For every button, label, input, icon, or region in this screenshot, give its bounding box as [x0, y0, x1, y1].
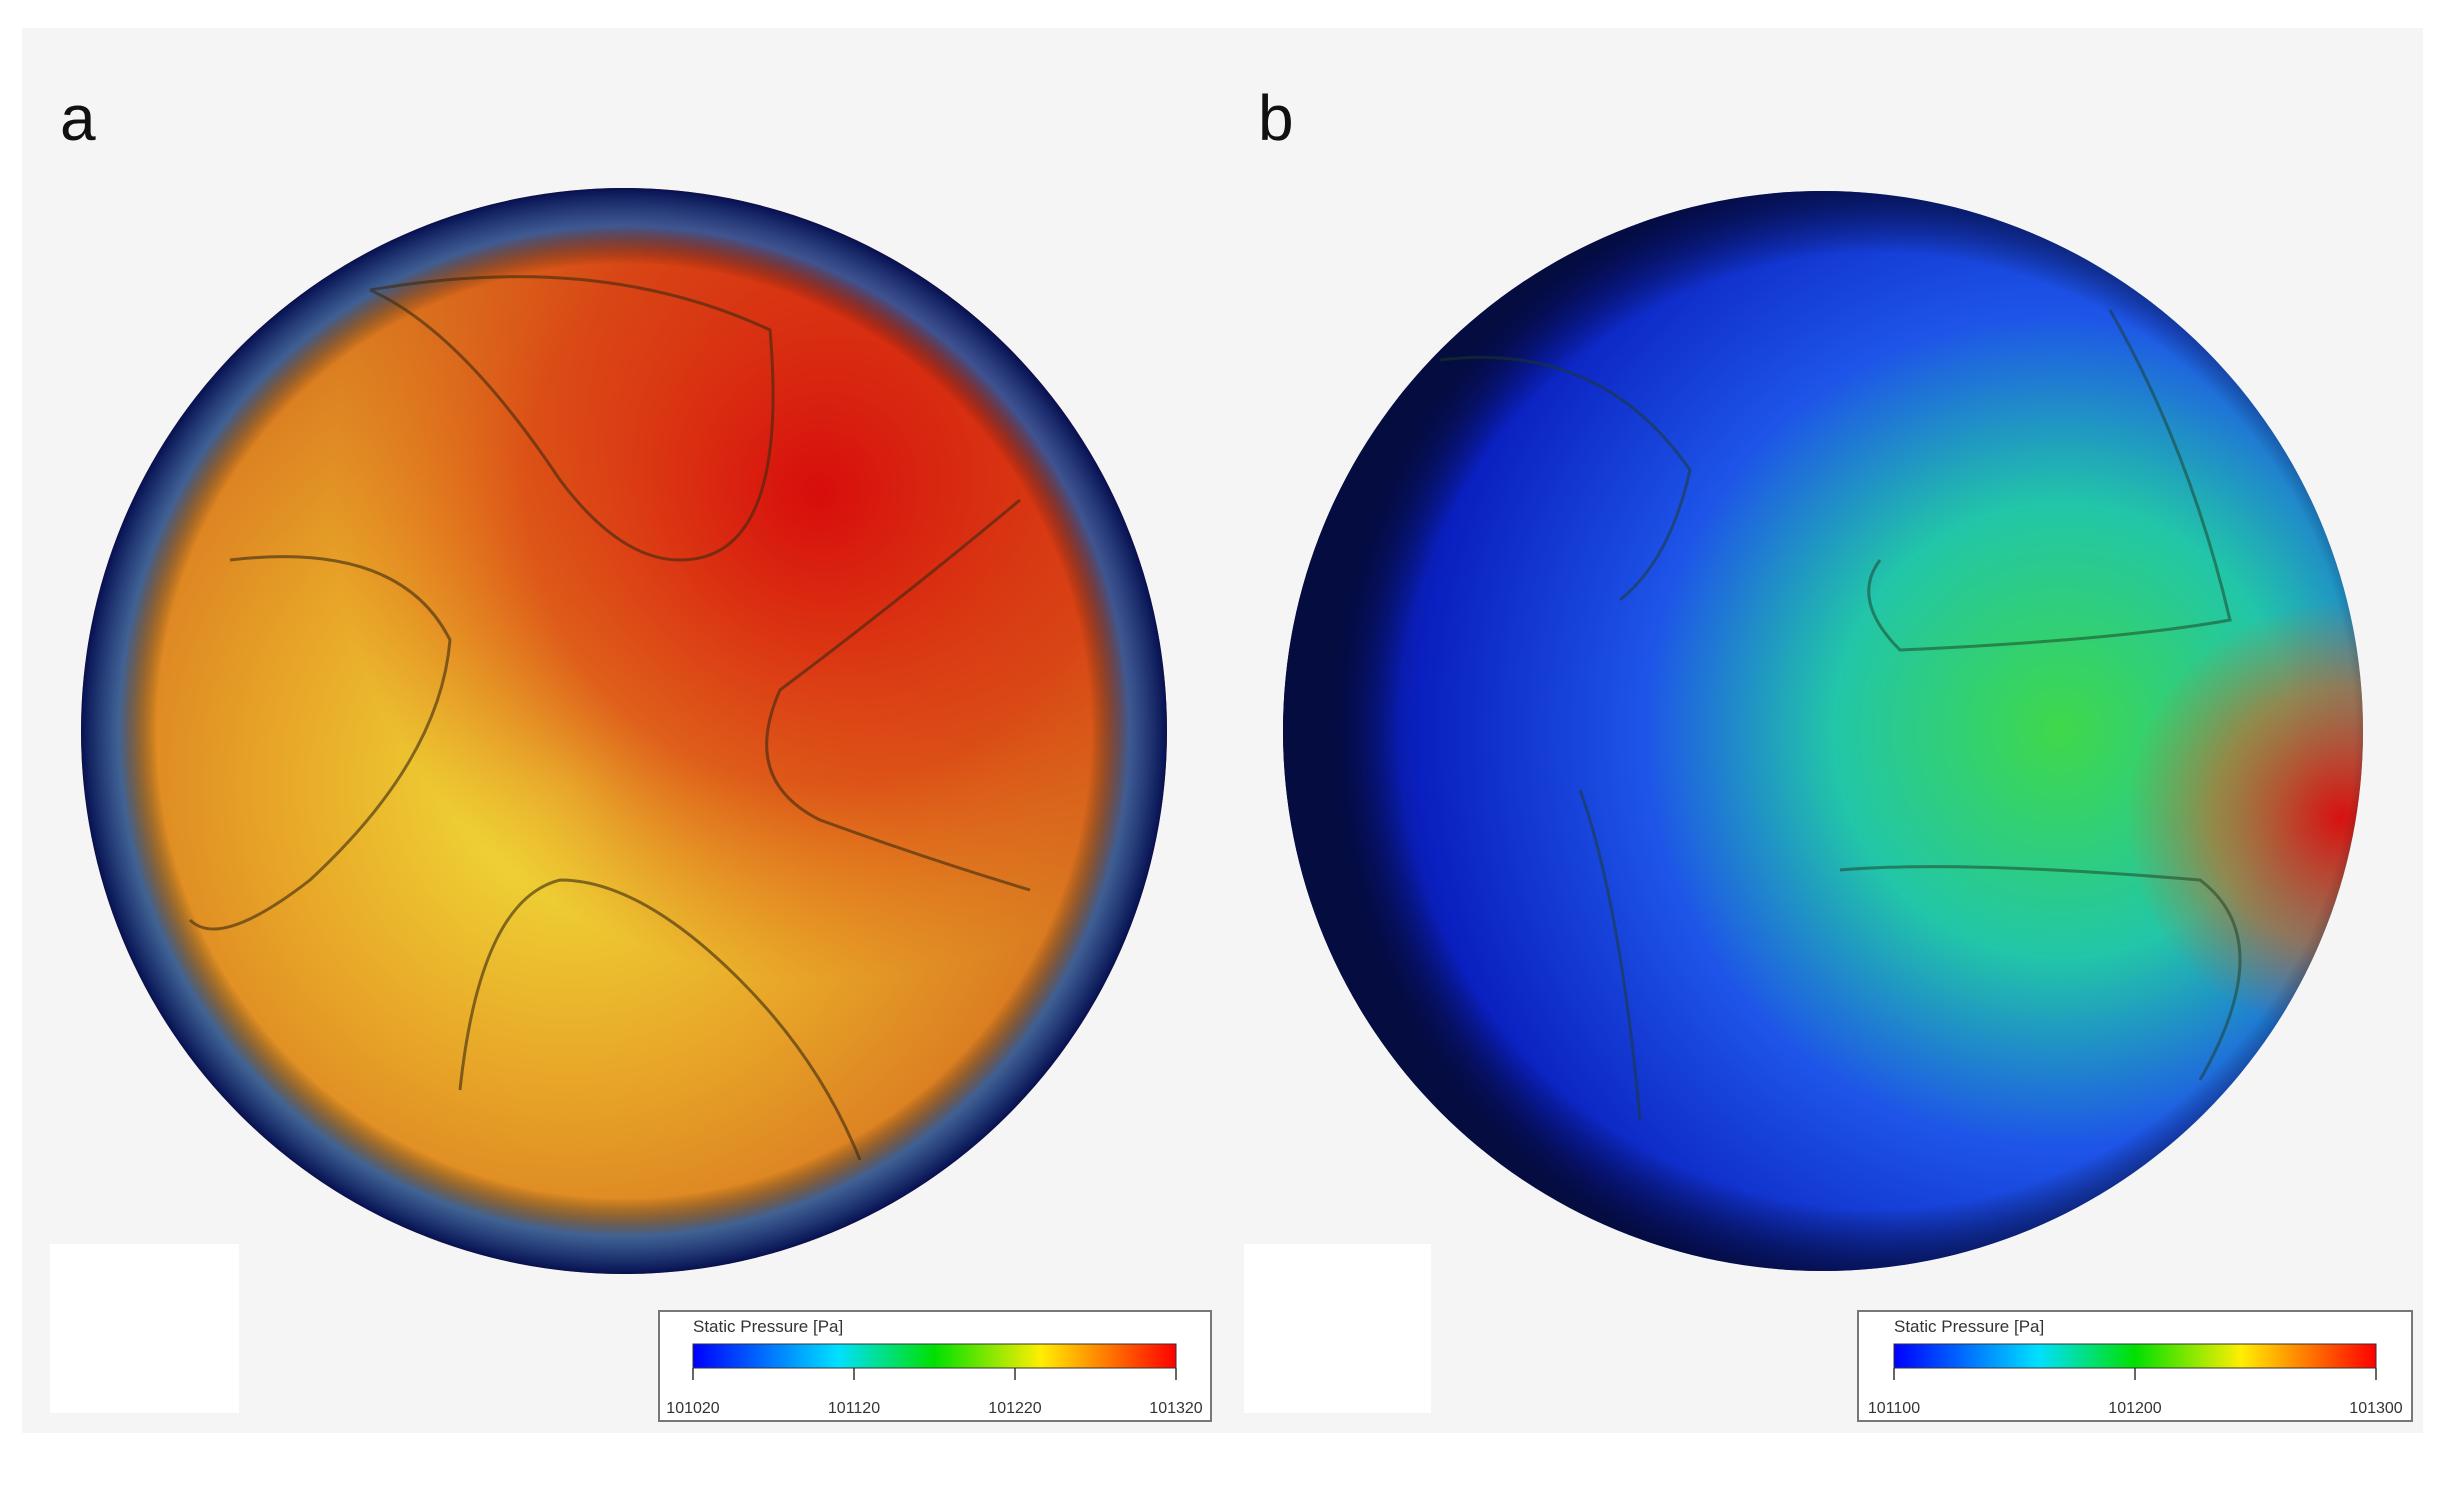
colorbar-tick-label: 101300: [2349, 1400, 2402, 1417]
colorbar-gradient: [692, 1343, 1177, 1369]
sphere-rim: [81, 188, 1167, 1274]
panel-label: b: [1258, 82, 1294, 154]
colorbar: Static Pressure [Pa] 101100 101200 101300: [1857, 1310, 2413, 1422]
blank-box: [50, 1244, 239, 1413]
panel-seams: [1439, 309, 2242, 1121]
colorbar-tick-label: 101100: [1868, 1400, 1920, 1417]
colorbar-tick-label: 101320: [1149, 1400, 1202, 1417]
blank-box: [1244, 1244, 1431, 1413]
colorbar-title: Static Pressure [Pa]: [693, 1317, 843, 1336]
panel-label: a: [60, 82, 96, 154]
colorbar-title: Static Pressure [Pa]: [1894, 1317, 2044, 1336]
colorbar-tick-label: 101220: [988, 1400, 1041, 1417]
panel-a: a Static Pressure [Pa] 101020 101120 10122…: [50, 82, 1212, 1422]
colorbar: Static Pressure [Pa] 101020 101120 101220 1…: [658, 1310, 1212, 1422]
sphere-rim: [1283, 191, 2363, 1271]
colorbar-tick-label: 101020: [666, 1400, 719, 1417]
colorbar-tick-label: 101120: [828, 1400, 880, 1417]
panel-seams: [188, 275, 1031, 1161]
colorbar-tick-label: 101200: [2108, 1400, 2161, 1417]
panel-b: b Static Pressure [Pa] 101100 101200 10130…: [1244, 82, 2413, 1422]
colorbar-gradient: [1893, 1343, 2377, 1369]
